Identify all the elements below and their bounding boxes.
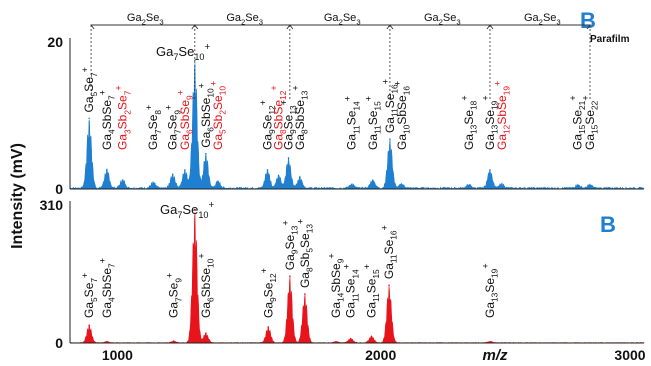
ga2se3-bracket-label-3: Ga2Se3 — [424, 12, 461, 26]
ga2se3-bracket-label-2: Ga2Se3 — [324, 12, 361, 26]
top-peak-19 — [501, 183, 503, 186]
bottom-peak-11 — [388, 284, 390, 286]
top-peak-6 — [194, 59, 196, 62]
ga2se3-bracket-3 — [389, 24, 491, 30]
bottom-y-tick-max: 310 — [40, 197, 64, 213]
top-peak-14 — [371, 179, 374, 181]
top-peak-label-16: Ga10SbSe16+ — [392, 81, 411, 150]
top-spectrum-trace — [69, 63, 645, 190]
top-peak-label-15: Ga11Se16+ — [381, 79, 400, 133]
top-peak-7 — [205, 152, 207, 155]
top-peak-5 — [184, 169, 186, 171]
top-peak-20 — [576, 184, 579, 187]
bottom-peak-label-7: Ga8Sb5Se13+ — [295, 219, 314, 288]
top-peak-label-0: Ga5Se7+ — [80, 67, 99, 112]
bottom-y-tick-zero: 0 — [55, 335, 63, 351]
x-tick-2000: 2000 — [365, 347, 396, 363]
top-peak-21 — [589, 184, 591, 187]
bottom-peak-label-8: Ga14SbSe9+ — [327, 253, 346, 318]
top-peak-16 — [400, 183, 403, 186]
bottom-peak-label-9: Ga11Se14+ — [341, 264, 360, 318]
top-peak-18 — [489, 169, 491, 171]
top-peak-13 — [350, 183, 353, 186]
bottom-peak-12 — [489, 340, 491, 343]
bottom-peak-label-2: Ga7Se9+ — [164, 273, 183, 318]
top-panel-label: B — [580, 8, 596, 33]
top-peak-11 — [287, 157, 290, 159]
top-peak-label-3: Ga7Se8+ — [144, 105, 163, 150]
top-peak-label-2: Ga3Sb2Se7+ — [113, 85, 132, 150]
bottom-peak-2 — [172, 340, 175, 343]
top-peak-label-7: Ga6SbSe10+ — [196, 83, 215, 148]
y-axis-label: Intensity (mV) — [9, 143, 26, 249]
bottom-panel-label: B — [600, 212, 616, 237]
bottom-peak-9 — [349, 337, 352, 340]
bottom-peak-label-10: Ga11Se15+ — [362, 264, 381, 318]
bottom-peak-label-1: Ga4SbSe7+ — [97, 258, 116, 318]
top-peak-8 — [217, 180, 219, 183]
bottom-peak-1 — [106, 340, 108, 343]
top-peak-label-8: Ga5Sb2Se10+ — [209, 81, 228, 150]
top-peak-1 — [106, 169, 108, 171]
top-peak-label-1: Ga4SbSe7+ — [97, 90, 116, 150]
top-peak-0 — [88, 117, 91, 120]
bottom-peak-label-6: Ga9Se13+ — [280, 220, 299, 270]
x-tick-3000: 3000 — [614, 347, 645, 363]
ga2se3-bracket-label-1: Ga2Se3 — [226, 12, 263, 26]
bottom-peak-label-4: Ga6SbSe10+ — [196, 253, 215, 318]
top-peak-3 — [152, 182, 155, 184]
ga2se3-bracket-2 — [288, 24, 391, 30]
bottom-peak-8 — [335, 340, 337, 343]
bottom-peak-label-5: Ga9Se12+ — [259, 268, 278, 318]
top-peak-label-10: Ga8SbSe12+ — [269, 85, 288, 150]
top-peak-15 — [389, 138, 391, 140]
bottom-peak-4 — [205, 332, 207, 335]
top-peak-label-4: Ga7Se9+ — [163, 105, 182, 150]
ga2se3-bracket-label-0: Ga2Se3 — [127, 12, 164, 26]
top-peak-10 — [277, 174, 280, 177]
top-peak-label-11: Ga9Se13+ — [279, 100, 298, 150]
bottom-peak-label-11: Ga11Se16+ — [380, 225, 399, 279]
bottom-peak-5 — [267, 326, 270, 328]
top-peak-label-20: Ga15Se21+ — [568, 95, 587, 150]
bottom-peak-10 — [370, 335, 373, 338]
bottom-peak-7 — [304, 293, 306, 295]
top-peak-9 — [266, 169, 269, 171]
x-axis-label: m/z — [482, 347, 508, 364]
ga2se3-bracket-4 — [489, 24, 591, 30]
top-peak-label-21: Ga15Se22+ — [581, 95, 600, 150]
top-peak-label-18: Ga13Se19+ — [481, 95, 500, 150]
top-peak-label-14: Ga11Se15+ — [363, 96, 382, 150]
top-peak-12 — [299, 176, 301, 179]
top-peak-17 — [468, 184, 470, 187]
top-peak-label-17: Ga13Se18+ — [460, 95, 479, 150]
bottom-peak-label-3: Ga7Se10+ — [160, 200, 214, 220]
top-peak-2 — [121, 179, 124, 181]
top-peak-label-12: Ga8SbSe13+ — [290, 85, 309, 150]
bottom-peak-6 — [289, 275, 291, 278]
top-peak-label-19: Ga12SbSe19+ — [492, 81, 511, 150]
ga2se3-bracket-0 — [90, 24, 196, 30]
bottom-peak-label-12: Ga13Se19+ — [481, 263, 500, 318]
top-peak-label-13: Ga11Se14+ — [342, 96, 361, 150]
bottom-peak-label-0: Ga5Se7+ — [80, 273, 99, 318]
bottom-peak-3 — [194, 208, 196, 211]
top-panel-annotation: Parafilm — [590, 34, 630, 45]
top-peak-4 — [171, 173, 174, 176]
top-y-tick-zero: 0 — [55, 181, 63, 197]
top-peak-label-9: Ga9Se12+ — [258, 100, 277, 150]
top-peak-label-6: Ga7Se10+ — [156, 42, 210, 62]
top-y-tick-max: 20 — [47, 34, 63, 50]
x-tick-1000: 1000 — [102, 347, 133, 363]
ga2se3-bracket-1 — [193, 24, 291, 30]
top-peak-label-5: Ga6SbSe9+ — [175, 90, 194, 150]
ga2se3-bracket-label-4: Ga2Se3 — [524, 12, 561, 26]
bottom-peak-0 — [88, 324, 91, 326]
